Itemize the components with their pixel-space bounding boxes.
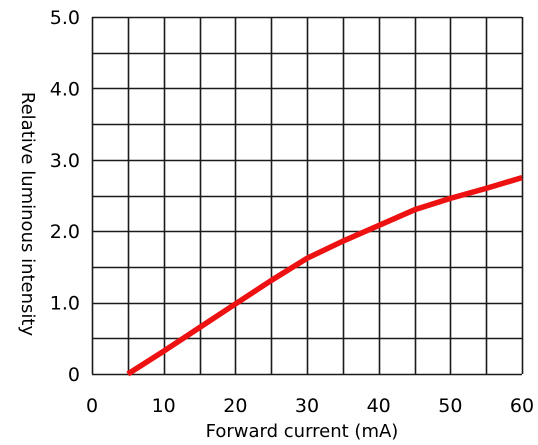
x-tick-label: 50: [438, 395, 462, 417]
y-tick-labels: 0 1.0 2.0 3.0 4.0 5.0: [50, 7, 80, 386]
y-tick-label: 1.0: [50, 293, 80, 315]
x-axis-label: Forward current (mA): [206, 421, 399, 442]
series-line-0: [126, 174, 523, 377]
x-tick-label: 60: [510, 395, 534, 417]
y-tick-label: 2.0: [50, 221, 80, 243]
x-tick-label: 20: [223, 395, 247, 417]
y-tick-label: 0: [68, 364, 80, 386]
x-tick-label: 10: [152, 395, 176, 417]
x-tick-label: 30: [295, 395, 319, 417]
y-tick-label: 5.0: [50, 7, 80, 29]
x-tick-label: 0: [86, 395, 98, 417]
y-axis-label: Relative luminous intensity: [17, 92, 38, 337]
y-tick-label: 4.0: [50, 78, 80, 100]
y-tick-label: 3.0: [50, 150, 80, 172]
x-tick-labels: 0 10 20 30 40 50 60: [86, 395, 534, 417]
grid: [91, 16, 524, 376]
x-tick-label: 40: [367, 395, 391, 417]
series-layer: [126, 174, 523, 377]
